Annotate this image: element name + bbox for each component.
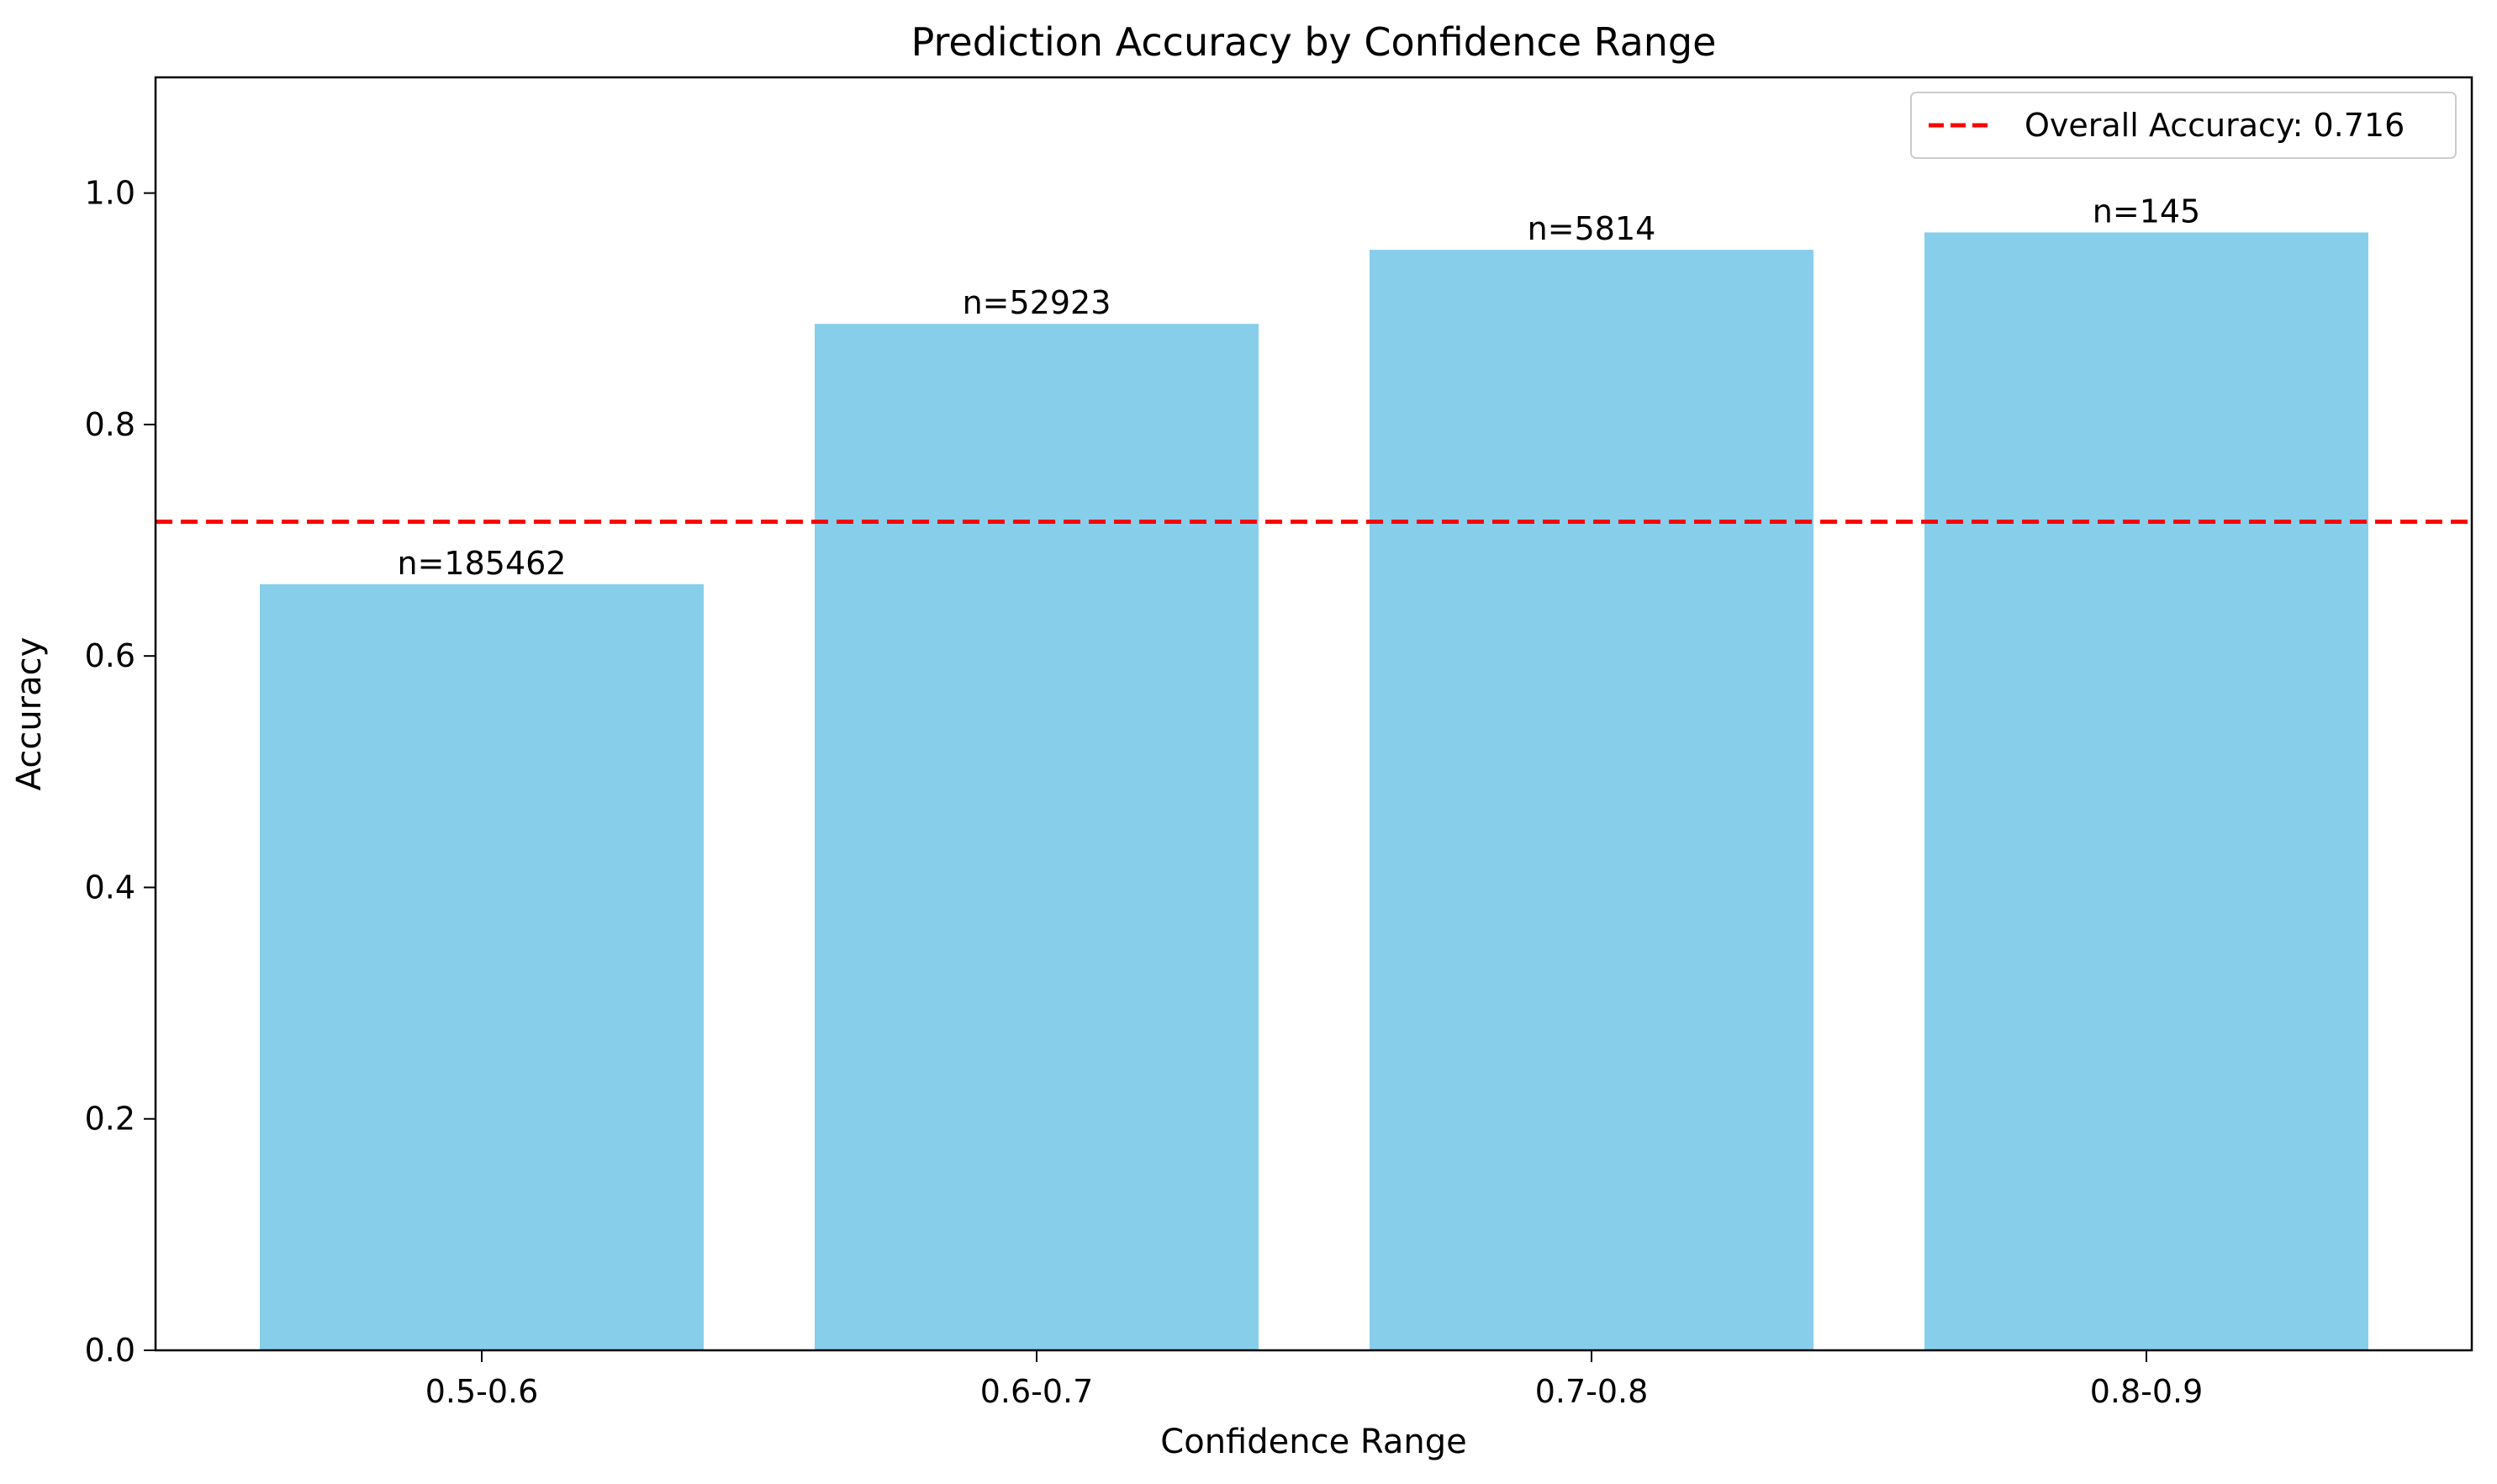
bar-0.5-0.6	[260, 584, 704, 1350]
x-tick-label: 0.8-0.9	[2090, 1373, 2204, 1410]
bar-0.6-0.7	[815, 324, 1259, 1350]
x-tick-label: 0.6-0.7	[980, 1373, 1094, 1410]
bar-count-label: n=52923	[963, 284, 1111, 321]
y-tick-label: 1.0	[85, 175, 135, 212]
bar-count-label: n=145	[2093, 193, 2200, 230]
plot-area: n=185462 0.5-0.6 n=52923 0.6-0.7 n=5814 0.7-0…	[85, 76, 2473, 1410]
x-tick-label: 0.7-0.8	[1535, 1373, 1649, 1410]
y-axis-title: Accuracy	[10, 637, 49, 791]
x-tick-label: 0.5-0.6	[425, 1373, 539, 1410]
y-tick-label: 0.6	[85, 637, 135, 674]
y-tick-label: 0.0	[85, 1332, 135, 1369]
legend-box	[1910, 92, 2457, 159]
bar-0.7-0.8	[1370, 250, 1813, 1351]
bar-count-label: n=185462	[398, 545, 567, 582]
y-tick-label: 0.8	[85, 406, 135, 443]
chart-title: Prediction Accuracy by Confidence Range	[911, 19, 1717, 65]
bar-count-label: n=5814	[1528, 210, 1656, 247]
bar-0.8-0.9	[1924, 232, 2368, 1350]
legend: Overall Accuracy: 0.716	[1910, 92, 2457, 159]
y-tick-label: 0.4	[85, 869, 135, 906]
x-axis-title: Confidence Range	[1160, 1423, 1466, 1461]
y-tick-label: 0.2	[85, 1101, 135, 1138]
legend-label: Overall Accuracy: 0.716	[2025, 107, 2405, 144]
axes-frame	[154, 76, 2473, 1352]
